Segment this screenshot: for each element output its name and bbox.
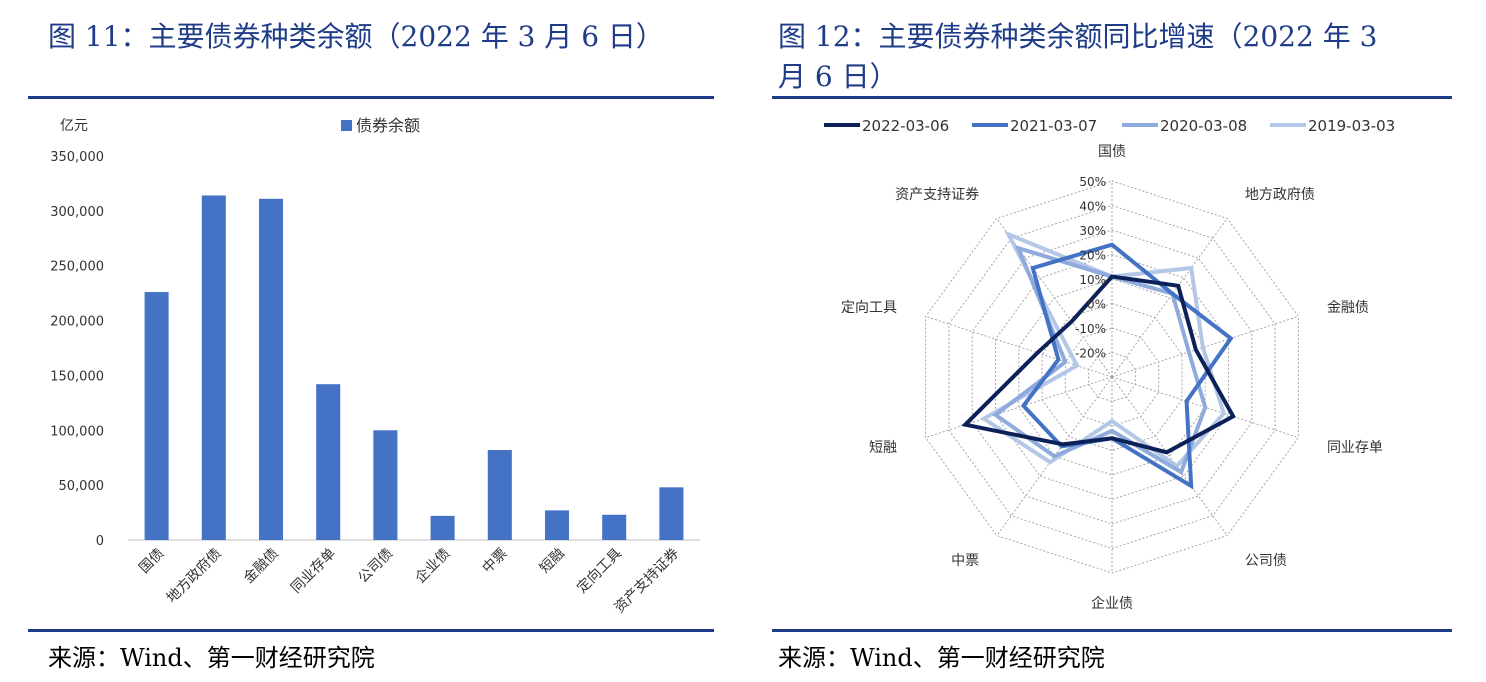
radar-category-label: 同业存单	[1327, 440, 1383, 456]
radar-legend-label: 2021-03-07	[1010, 117, 1097, 135]
radar-tick-label: 40%	[1079, 200, 1106, 214]
right-source-note: 来源：Wind、第一财经研究院	[778, 644, 1105, 672]
radar-grid-ring	[948, 204, 1276, 550]
radar-grid-ring	[925, 180, 1299, 574]
radar-tick-label: 0%	[1087, 298, 1106, 312]
radar-chart: 2022-03-06 2021-03-07 2020-03-08 2019-03-03…	[824, 117, 1395, 612]
bar-ytick-label: 0	[96, 534, 104, 549]
left-source-rule	[28, 629, 714, 632]
bar-category-label: 金融债	[241, 546, 282, 587]
bar-ytick-label: 250,000	[50, 260, 104, 275]
radar-tick-label: -20%	[1075, 347, 1106, 361]
left-figure-title: 图 11：主要债券种类余额（2022 年 3 月 6 日）	[48, 20, 664, 53]
bar-0	[144, 292, 169, 540]
right-figure-title-line2: 月 6 日）	[778, 60, 898, 93]
bar-category-label: 同业存单	[288, 546, 339, 597]
radar-legend-label: 2020-03-08	[1160, 117, 1247, 135]
bar-category-label: 定向工具	[574, 546, 625, 597]
radar-legend-label: 2022-03-06	[862, 117, 949, 135]
bar-8	[602, 514, 627, 540]
bar-ytick-label: 200,000	[50, 315, 104, 330]
bar-legend-label: 债券余额	[356, 116, 420, 135]
radar-category-label: 企业债	[1091, 595, 1133, 612]
radar-spoke	[996, 218, 1113, 378]
bar-2	[258, 198, 284, 540]
bar-9	[659, 487, 684, 540]
bar-category-label: 中票	[480, 546, 511, 577]
radar-tick-label: 50%	[1079, 175, 1106, 189]
bar-ytick-label: 50,000	[59, 479, 105, 494]
bar-7	[544, 510, 570, 540]
bar-legend-swatch	[341, 120, 352, 131]
radar-category-label: 短融	[869, 440, 897, 456]
right-source-rule	[772, 629, 1452, 632]
bar-ytick-label: 300,000	[50, 205, 104, 220]
radar-grid-ring	[1018, 278, 1206, 476]
radar-category-label: 资产支持证券	[895, 187, 979, 203]
bar-ytick-label: 150,000	[50, 369, 104, 384]
radar-category-label: 定向工具	[841, 300, 897, 316]
left-title-rule	[28, 96, 714, 99]
bar-4	[373, 430, 398, 540]
radar-series-2022-03-06	[961, 274, 1236, 455]
bar-chart: 亿元 债券余额 0 50,000 100,000 150,000 200,000 250,…	[50, 116, 700, 616]
right-title-rule	[772, 96, 1452, 99]
bar-3	[316, 384, 341, 540]
radar-category-label: 金融债	[1327, 300, 1369, 316]
bar-category-label: 地方政府债	[164, 546, 225, 607]
radar-category-label: 公司债	[1245, 553, 1287, 569]
bar-6	[487, 450, 512, 540]
left-source-note: 来源：Wind、第一财经研究院	[48, 644, 375, 672]
bar-1	[201, 195, 226, 541]
radar-spoke	[1111, 218, 1228, 378]
bar-ytick-label: 350,000	[50, 150, 104, 165]
bar-category-label: 公司债	[355, 546, 396, 587]
radar-grid-ring	[1088, 351, 1136, 403]
radar-grid-ring	[971, 229, 1253, 525]
bar-category-label: 短融	[537, 546, 568, 577]
radar-spoke	[1111, 376, 1228, 536]
radar-tick-label: 20%	[1079, 249, 1106, 263]
radar-tick-label: 30%	[1079, 224, 1106, 238]
bar-unit-label: 亿元	[60, 118, 88, 134]
radar-category-label: 中票	[951, 553, 979, 569]
bar-category-label: 国债	[136, 546, 167, 577]
radar-category-label: 国债	[1098, 144, 1126, 160]
right-figure-title-line1: 图 12：主要债券种类余额同比增速（2022 年 3	[778, 20, 1378, 53]
bar-5	[430, 515, 455, 540]
radar-legend-label: 2019-03-03	[1308, 117, 1395, 135]
radar-tick-label: 10%	[1079, 273, 1106, 287]
radar-category-label: 地方政府债	[1245, 187, 1315, 203]
radar-tick-label: -10%	[1075, 322, 1106, 336]
bar-ytick-label: 100,000	[50, 424, 104, 439]
radar-series-2019-03-03	[980, 230, 1227, 469]
bar-category-label: 企业债	[412, 545, 454, 587]
